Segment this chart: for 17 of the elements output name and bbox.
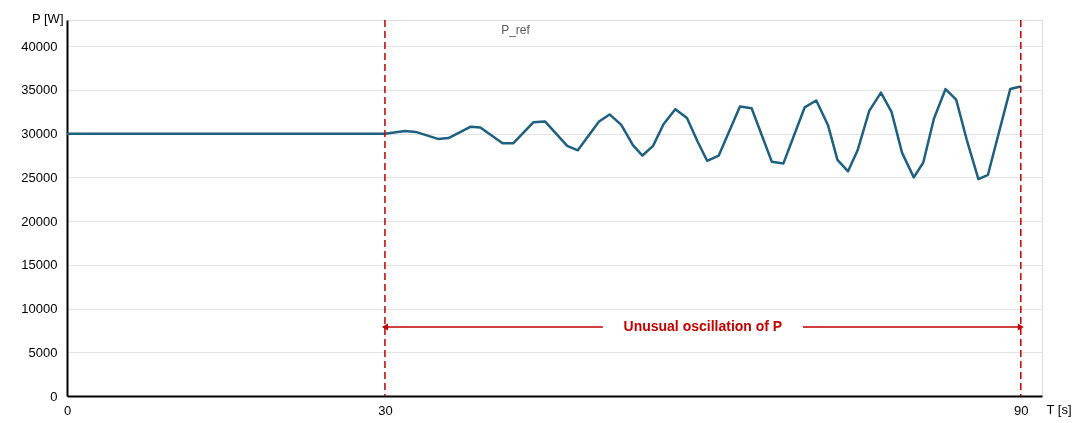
x-tick-label: 90 <box>1014 402 1029 418</box>
x-tick-label: 30 <box>378 402 393 418</box>
annotation: Unusual oscillation of P <box>623 318 783 334</box>
y-axis-title: P [W] <box>31 10 64 26</box>
x-tick-label: 0 <box>63 402 72 418</box>
y-tick-label: 35000 <box>21 82 58 98</box>
y-tick-label: 5000 <box>28 344 58 360</box>
chart-title: P_ref <box>501 23 531 37</box>
y-tick-label: 0 <box>50 388 58 404</box>
y-tick-label: 25000 <box>21 169 58 185</box>
y-tick-label: 10000 <box>21 301 58 317</box>
x-axis-title: T [s] <box>1046 401 1072 417</box>
y-tick-label: 20000 <box>21 213 58 229</box>
line-series <box>65 85 1023 181</box>
y-tick-label: 15000 <box>21 257 58 273</box>
y-tick-label: 30000 <box>21 126 58 142</box>
y-tick-label: 40000 <box>21 38 58 54</box>
